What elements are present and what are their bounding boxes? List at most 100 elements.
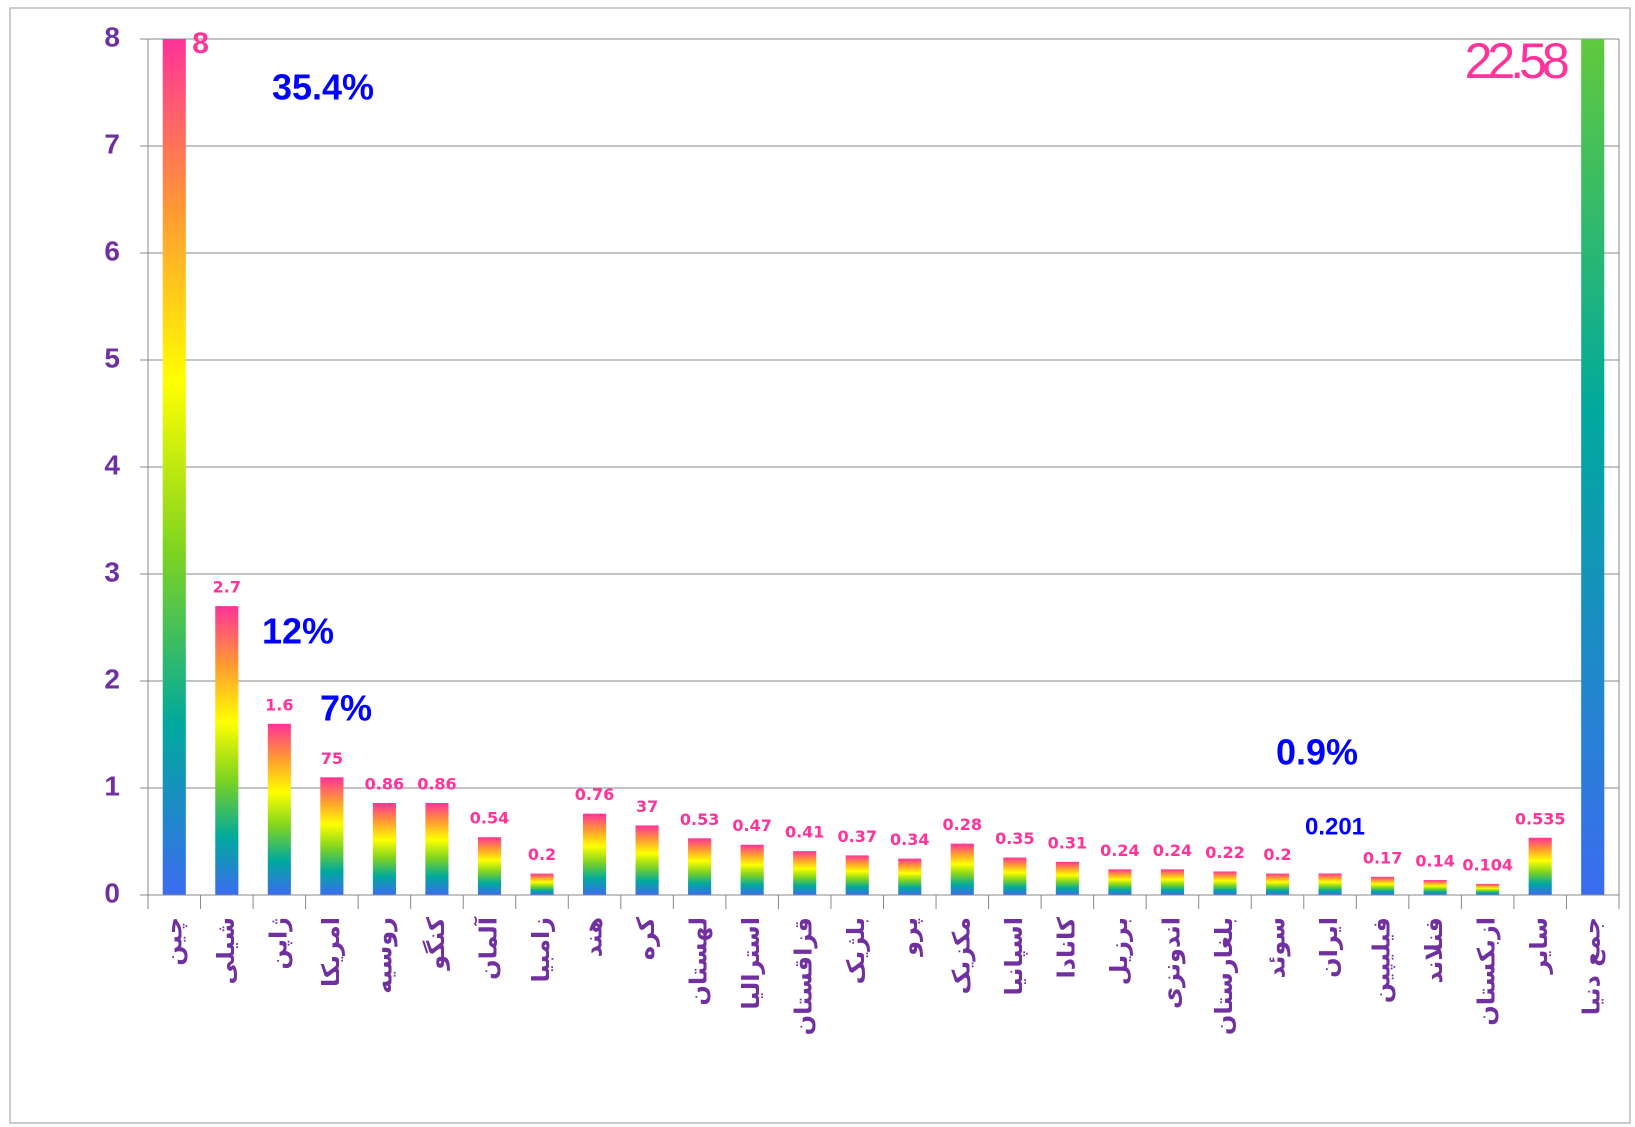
x-tick-label: زامبیا xyxy=(527,917,555,983)
value-label: 0.34 xyxy=(890,830,929,849)
value-label: 2.7 xyxy=(213,578,241,597)
annotation: 0.201 xyxy=(1305,813,1365,840)
x-tick-label: پرو xyxy=(895,917,923,957)
bar xyxy=(1476,883,1500,895)
value-label: 0.24 xyxy=(1153,841,1192,860)
value-label: 0.2 xyxy=(528,845,556,864)
x-tick-label: کانادا xyxy=(1052,917,1080,979)
value-label: 8 xyxy=(192,27,209,60)
x-tick-label: شیلی xyxy=(212,917,240,984)
bar xyxy=(845,855,869,895)
bar xyxy=(530,873,554,895)
bar xyxy=(1160,869,1185,895)
bar xyxy=(740,844,764,895)
value-label: 0.22 xyxy=(1205,843,1244,862)
value-label: 0.37 xyxy=(837,827,876,846)
value-label: 0.54 xyxy=(470,809,509,828)
bar xyxy=(162,39,186,895)
bar xyxy=(688,838,712,895)
value-label: 0.14 xyxy=(1415,852,1454,871)
y-tick-label: 4 xyxy=(104,449,120,480)
x-tick-label: سایر xyxy=(1525,917,1553,975)
x-tick-label: روسیه xyxy=(369,917,397,994)
value-label: 22.58 xyxy=(1465,33,1568,89)
value-label: 0.76 xyxy=(575,785,614,804)
bar xyxy=(793,851,817,895)
y-tick-label: 6 xyxy=(104,235,120,266)
value-label: 0.47 xyxy=(732,816,771,835)
annotation: 0.9% xyxy=(1276,732,1358,773)
x-tick-label: بلغارستان xyxy=(1210,917,1238,1035)
x-tick-label: سوئد xyxy=(1263,917,1291,979)
x-tick-label: فنلاند xyxy=(1420,917,1448,984)
bar xyxy=(582,813,607,895)
bar xyxy=(425,802,449,895)
bar xyxy=(215,606,239,895)
bar xyxy=(898,858,922,895)
x-tick-label: اسپانیا xyxy=(1000,917,1028,995)
value-label: 0.28 xyxy=(943,815,982,834)
x-tick-label: برزیل xyxy=(1105,917,1133,985)
x-tick-label: آلمان xyxy=(473,916,502,980)
x-tick-label: قزاقستان xyxy=(790,917,818,1035)
annotation: 7% xyxy=(320,688,372,729)
x-tick-label: ژاپن xyxy=(264,917,292,970)
x-tick-label: اندونزی xyxy=(1157,917,1185,1009)
x-tick-label: استرالیا xyxy=(737,917,765,1010)
frame xyxy=(9,7,1631,1124)
value-label: 0.17 xyxy=(1363,848,1402,867)
value-label: 0.35 xyxy=(995,829,1034,848)
x-tick-label: بلژیک xyxy=(842,917,870,984)
value-label: 0.2 xyxy=(1263,845,1291,864)
bar xyxy=(1055,861,1079,895)
x-tick-label: ازبکستان xyxy=(1473,917,1501,1026)
bar xyxy=(1581,39,1605,895)
y-tick-label: 0 xyxy=(104,877,120,908)
x-tick-label: جمع دنیا xyxy=(1578,917,1606,1015)
bars xyxy=(162,39,1605,895)
bar xyxy=(1318,873,1342,895)
x-tick-label: کره xyxy=(632,917,660,960)
y-tick-label: 3 xyxy=(104,556,120,587)
value-label: 0.53 xyxy=(680,810,719,829)
y-tick-label: 8 xyxy=(104,21,120,52)
y-tick-label: 1 xyxy=(104,770,120,801)
value-label: 0.24 xyxy=(1100,841,1139,860)
bar xyxy=(950,843,974,895)
bar xyxy=(320,777,344,895)
x-tick-label: هند xyxy=(580,917,608,957)
value-label: 0.104 xyxy=(1462,855,1513,874)
x-tick-label: فیلیپین xyxy=(1368,917,1396,1003)
bar xyxy=(372,802,396,895)
value-label: 0.86 xyxy=(417,774,456,793)
bar xyxy=(1003,857,1027,895)
bar xyxy=(477,837,502,895)
x-tick-label: ایران xyxy=(1315,917,1343,978)
value-label: 37 xyxy=(636,797,658,816)
y-tick-label: 7 xyxy=(104,128,120,159)
bar xyxy=(635,825,659,895)
y-tick-label: 2 xyxy=(104,663,120,694)
bar xyxy=(1423,880,1447,895)
y-tick-label: 5 xyxy=(104,342,120,373)
x-tick-label: مکزیک xyxy=(947,917,975,994)
x-tick-label: امریکا xyxy=(317,917,345,987)
bar xyxy=(1108,869,1132,895)
bar xyxy=(1371,876,1395,895)
x-tick-label: چین xyxy=(159,917,187,966)
value-label: 1.6 xyxy=(265,695,293,714)
annotation: 35.4% xyxy=(272,67,374,108)
value-label: 0.86 xyxy=(365,774,404,793)
x-tick-label: لهستان xyxy=(685,917,713,1006)
value-label: 0.31 xyxy=(1048,833,1087,852)
bar xyxy=(267,723,291,895)
value-label: 75 xyxy=(321,749,343,768)
value-label: 0.535 xyxy=(1515,809,1566,828)
bar xyxy=(1528,837,1552,895)
bar xyxy=(1213,871,1237,895)
bar xyxy=(1265,873,1290,895)
x-tick-label: کنگو xyxy=(422,917,450,971)
value-label: 0.41 xyxy=(785,823,824,842)
annotation: 12% xyxy=(262,611,334,652)
